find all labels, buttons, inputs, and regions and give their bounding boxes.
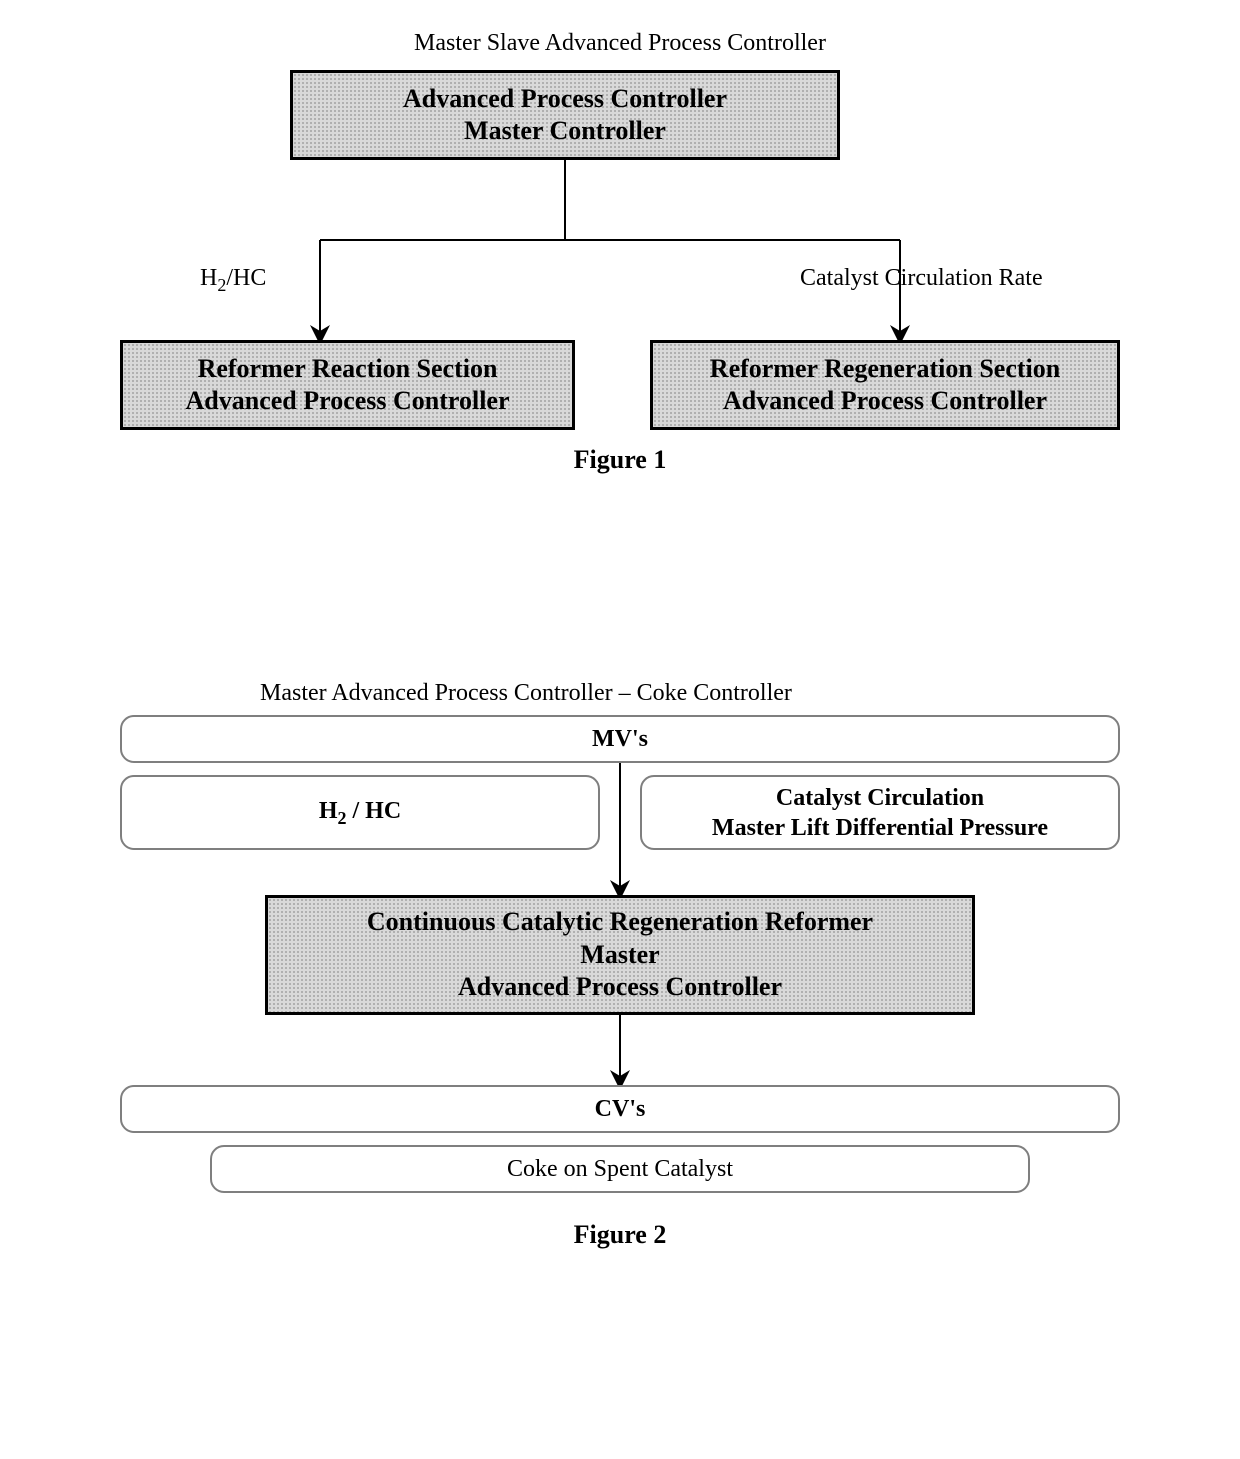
fig2-catcirc-line2: Master Lift Differential Pressure bbox=[712, 813, 1048, 843]
fig1-left-label: H2/HC bbox=[200, 265, 320, 295]
fig2-center-line3: Advanced Process Controller bbox=[458, 971, 782, 1004]
fig1-left-box-line1: Reformer Reaction Section bbox=[198, 353, 498, 386]
fig2-title: Master Advanced Process Controller – Cok… bbox=[260, 680, 980, 710]
fig2-caption: Figure 2 bbox=[120, 1220, 1120, 1250]
fig1-title: Master Slave Advanced Process Controller bbox=[340, 30, 900, 60]
diagram-canvas: Master Slave Advanced Process Controller… bbox=[20, 20, 1220, 1439]
fig1-right-box: Reformer Regeneration Section Advanced P… bbox=[650, 340, 1120, 430]
fig2-mvs-label: MV's bbox=[592, 724, 648, 754]
fig1-caption: Figure 1 bbox=[120, 445, 1120, 475]
fig2-center-box: Continuous Catalytic Regeneration Reform… bbox=[265, 895, 975, 1015]
fig1-left-box-line2: Advanced Process Controller bbox=[186, 385, 510, 418]
fig2-h2hc-box: H2 / HC bbox=[120, 775, 600, 850]
fig1-right-box-line1: Reformer Regeneration Section bbox=[710, 353, 1060, 386]
figure-2: Master Advanced Process Controller – Cok… bbox=[120, 680, 1120, 1280]
fig1-left-box: Reformer Reaction Section Advanced Proce… bbox=[120, 340, 575, 430]
fig1-right-box-line2: Advanced Process Controller bbox=[723, 385, 1047, 418]
fig1-master-line2: Master Controller bbox=[464, 115, 666, 148]
fig1-master-line1: Advanced Process Controller bbox=[403, 83, 727, 116]
fig2-h2hc-label: H2 / HC bbox=[319, 796, 401, 829]
fig2-catcirc-line1: Catalyst Circulation bbox=[776, 783, 984, 813]
fig2-center-line2: Master bbox=[580, 939, 659, 972]
fig1-right-label: Catalyst Circulation Rate bbox=[800, 265, 1100, 295]
fig2-cvs-label: CV's bbox=[595, 1094, 646, 1124]
fig2-coke-box: Coke on Spent Catalyst bbox=[210, 1145, 1030, 1193]
fig2-center-line1: Continuous Catalytic Regeneration Reform… bbox=[367, 906, 873, 939]
fig2-cvs-box: CV's bbox=[120, 1085, 1120, 1133]
figure-1: Master Slave Advanced Process Controller… bbox=[120, 30, 1120, 490]
fig2-catcirc-box: Catalyst Circulation Master Lift Differe… bbox=[640, 775, 1120, 850]
fig2-mvs-box: MV's bbox=[120, 715, 1120, 763]
fig2-coke-label: Coke on Spent Catalyst bbox=[507, 1154, 733, 1184]
fig1-master-box: Advanced Process Controller Master Contr… bbox=[290, 70, 840, 160]
